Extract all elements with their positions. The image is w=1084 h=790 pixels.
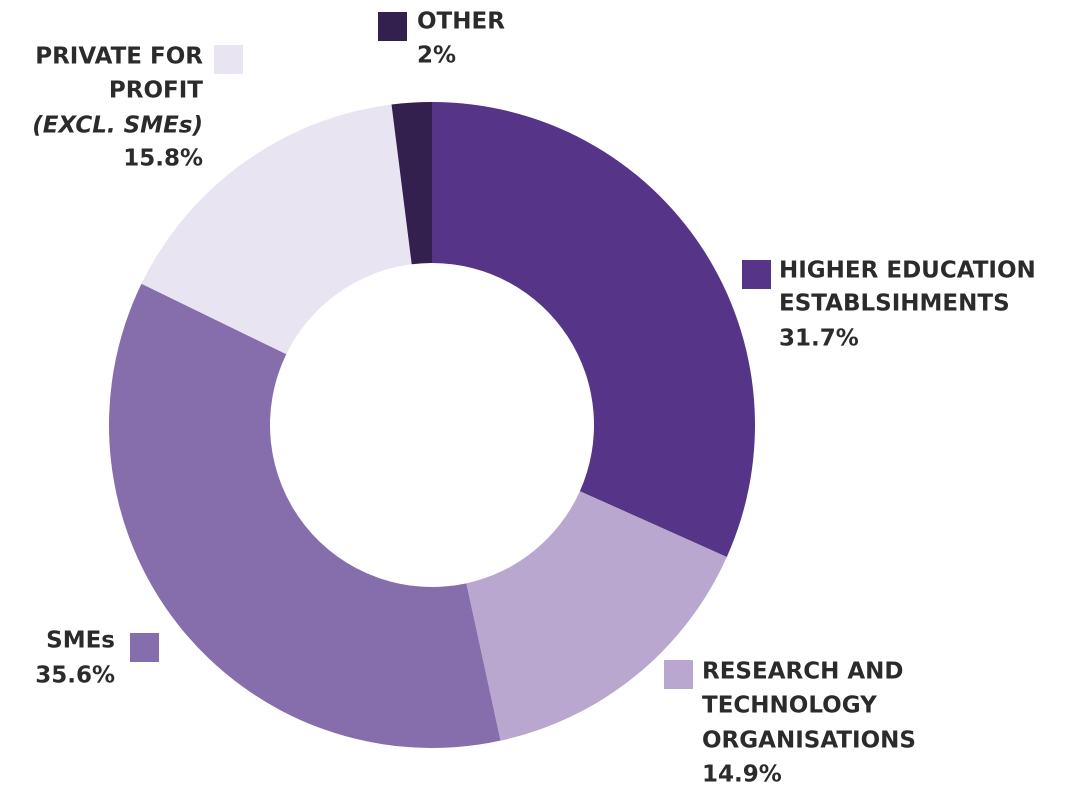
donut-slice [391,102,432,265]
slice-label: SMEs [46,628,115,654]
slice-label: RESEARCH AND [702,659,904,685]
value-label: 31.7% [779,326,859,352]
slice-label: (EXCL. SMEs) [32,113,203,139]
slice-label: PRIVATE FOR [35,44,203,70]
slice-label: TECHNOLOGY [702,693,877,719]
slice-label: PROFIT [109,78,203,104]
slice-label: ESTABLSIHMENTS [779,291,1010,317]
legend-swatch [378,12,407,41]
slice-label: HIGHER EDUCATION [779,258,1036,284]
legend-swatch [130,633,159,662]
donut-slice [109,283,501,748]
value-label: 35.6% [35,663,115,689]
donut-slice [466,491,727,741]
legend-swatch [664,660,693,689]
donut-slice [432,102,755,557]
legend-swatch [214,45,243,74]
legend-swatch [742,260,771,289]
value-label: 14.9% [702,762,782,788]
value-label: 2% [417,43,456,69]
value-label: 15.8% [123,146,203,172]
donut-slice [141,104,412,355]
slice-label: OTHER [417,9,505,35]
slice-label: ORGANISATIONS [702,728,916,754]
